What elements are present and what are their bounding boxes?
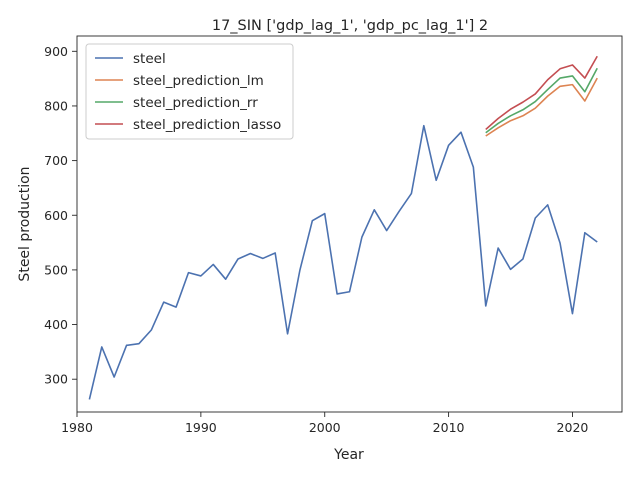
legend-label: steel_prediction_lm <box>133 73 264 89</box>
y-tick-label: 700 <box>44 153 68 168</box>
x-tick-label: 2000 <box>309 420 341 435</box>
series-line-steel-prediction-lasso <box>485 55 598 131</box>
x-axis-label: Year <box>333 447 364 463</box>
legend-label: steel_prediction_rr <box>133 95 258 111</box>
x-tick-label: 2020 <box>557 420 589 435</box>
x-tick-label: 1980 <box>61 420 93 435</box>
y-tick-label: 500 <box>44 262 68 277</box>
y-tick-label: 600 <box>44 208 68 223</box>
y-tick-label: 400 <box>44 317 68 332</box>
x-tick-label: 2010 <box>433 420 465 435</box>
series-line-steel-prediction-lm <box>485 77 598 137</box>
series-line-steel-prediction-rr <box>485 67 598 134</box>
y-axis-label: Steel production <box>17 166 33 281</box>
series-line-steel <box>88 124 598 400</box>
y-tick-label: 900 <box>44 44 68 59</box>
legend-box <box>85 43 294 140</box>
y-tick-label: 300 <box>44 372 68 387</box>
legend: steel steel_prediction_lm steel_prediction… <box>85 43 294 140</box>
legend-label: steel_prediction_lasso <box>133 117 281 133</box>
y-tick-label: 800 <box>44 98 68 113</box>
plot-frame <box>76 35 623 413</box>
legend-label: steel <box>133 51 166 67</box>
plot-area <box>88 55 598 400</box>
x-tick-label: 1990 <box>185 420 217 435</box>
chart-title: 17_SIN ['gdp_lag_1', 'gdp_pc_lag_1'] 2 <box>212 18 488 34</box>
